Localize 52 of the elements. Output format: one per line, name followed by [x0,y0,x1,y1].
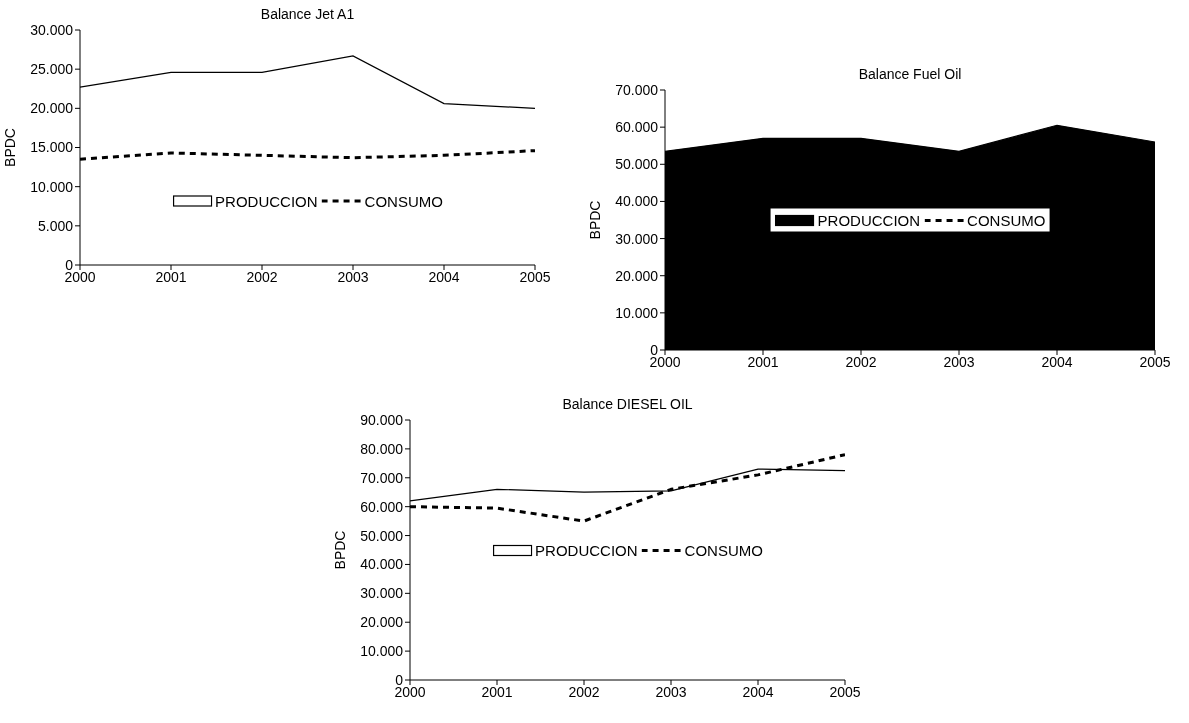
y-tick-label: 60.000 [360,498,404,515]
y-tick-label: 70.000 [360,469,404,486]
y-tick-label: 40.000 [615,193,659,210]
legend-label: PRODUCCION [817,211,921,229]
chart-title: Balance Jet A1 [259,6,356,22]
y-tick-label: 40.000 [360,556,404,573]
y-tick-label: 30.000 [30,21,74,38]
legend-label: PRODUCCION [535,541,638,559]
legend-label: CONSUMO [684,541,763,559]
chart-title: Balance DIESEL OIL [561,396,694,412]
legend-label: CONSUMO [967,211,1046,229]
y-tick-label: 20.000 [360,614,404,631]
x-tick-label: 2005 [829,683,861,700]
y-tick-label: 70.000 [615,81,659,98]
y-tick-label: 5.000 [37,217,74,234]
y-tick-label: 60.000 [615,119,659,136]
y-tick-label: 10.000 [360,643,404,660]
x-tick-label: 2002 [568,683,600,700]
y-tick-label: 0 [395,671,404,688]
x-tick-label: 2002 [246,268,278,285]
y-tick-label: 25.000 [30,61,74,78]
x-tick-label: 2004 [1041,353,1073,370]
x-tick-label: 2001 [155,268,187,285]
y-tick-label: 10.000 [615,304,659,321]
x-tick-label: 2003 [337,268,369,285]
y-tick-label: 0 [650,341,659,358]
y-tick-label: 30.000 [360,585,404,602]
y-tick-label: 80.000 [360,440,404,457]
y-tick-label: 15.000 [30,139,74,156]
y-tick-label: 90.000 [360,411,404,428]
y-tick-label: 30.000 [615,230,659,247]
legend-label: PRODUCCION [215,192,318,210]
y-tick-label: 50.000 [360,527,404,544]
y-tick-label: 20.000 [30,100,74,117]
x-tick-label: 2001 [481,683,513,700]
y-axis-title: BPDC [586,200,603,240]
x-tick-label: 2003 [655,683,687,700]
y-tick-label: 50.000 [615,156,659,173]
y-tick-label: 0 [65,256,74,273]
x-tick-label: 2004 [428,268,460,285]
x-tick-label: 2005 [519,268,551,285]
y-tick-label: 10.000 [30,178,74,195]
x-tick-label: 2004 [742,683,774,700]
y-axis-title: BPDC [1,128,18,167]
y-axis-title: BPDC [331,530,348,570]
y-tick-label: 20.000 [615,267,659,284]
x-tick-label: 2005 [1139,353,1171,370]
legend-label: CONSUMO [364,192,443,210]
chart-title: Balance Fuel Oil [857,66,963,82]
x-tick-label: 2002 [845,353,877,370]
x-tick-label: 2003 [943,353,975,370]
x-tick-label: 2001 [747,353,779,370]
